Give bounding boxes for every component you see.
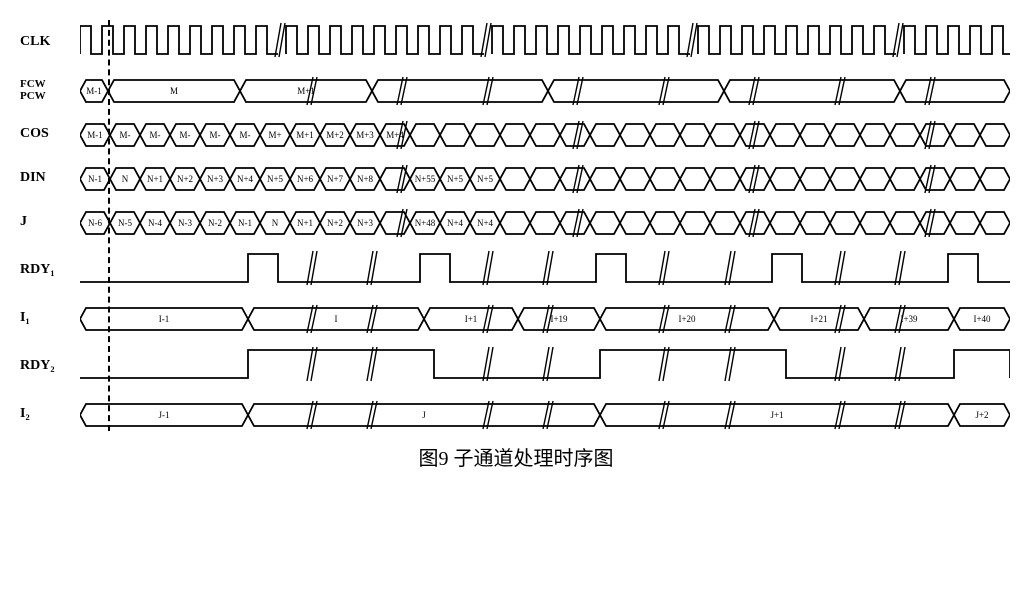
svg-text:I+21: I+21 [810,314,827,324]
row-clk: CLK [20,20,1012,64]
label-fcw: FCW PCW [20,78,80,102]
row-j: J N-6 N-5 N-4 N-3 N-2 N-1 N N+1 N+2 N+3 N+48 N+4 N+4 [20,204,1012,240]
svg-text:M-: M- [180,130,191,140]
svg-text:N-2: N-2 [208,218,222,228]
row-cos: COS M-1 M- M- M- M- M- M+ M+1 M+2 M+3 M+4 [20,116,1012,152]
svg-text:N+3: N+3 [207,174,224,184]
svg-text:N+4: N+4 [447,218,464,228]
svg-text:N+48: N+48 [415,218,436,228]
wave-j: N-6 N-5 N-4 N-3 N-2 N-1 N N+1 N+2 N+3 N+48 N+4 N+4 [80,204,1010,240]
svg-text:N+1: N+1 [147,174,163,184]
row-rdy2: RDY₂ [20,344,1012,388]
svg-text:M-: M- [120,130,131,140]
wave-rdy1 [80,248,1010,292]
label-rdy1: RDY₁ [20,262,80,278]
svg-text:N+2: N+2 [327,218,343,228]
row-i2: I₂ J-1 J J+1 J+2 [20,396,1012,432]
wave-din: N-1 N N+1 N+2 N+3 N+4 N+5 N+6 N+7 N+8 N+55 N+5 N+5 [80,160,1010,196]
label-rdy2: RDY₂ [20,358,80,374]
label-din: DIN [20,170,80,186]
svg-text:N-1: N-1 [88,174,102,184]
svg-text:I+40: I+40 [973,314,991,324]
svg-text:N+6: N+6 [297,174,314,184]
svg-text:J+1: J+1 [770,410,783,420]
svg-text:N+5: N+5 [447,174,464,184]
svg-text:N+1: N+1 [297,218,313,228]
wave-i2: J-1 J J+1 J+2 [80,396,1010,432]
svg-text:M-: M- [240,130,251,140]
wave-cos: M-1 M- M- M- M- M- M+ M+1 M+2 M+3 M+4 [80,116,1010,152]
svg-text:I: I [335,314,338,324]
label-cos: COS [20,126,80,142]
svg-text:N+5: N+5 [267,174,284,184]
svg-text:N+3: N+3 [357,218,374,228]
svg-text:N-4: N-4 [148,218,162,228]
svg-text:I+19: I+19 [550,314,568,324]
svg-text:M+3: M+3 [356,130,374,140]
svg-text:I-1: I-1 [159,314,170,324]
svg-text:J: J [422,410,426,420]
label-i1: I₁ [20,310,80,326]
wave-i1: I-1II+1I+19I+20I+21I+39I+40 [80,300,1010,336]
svg-text:N-6: N-6 [88,218,102,228]
svg-text:N+55: N+55 [415,174,436,184]
svg-text:M+1: M+1 [297,86,315,96]
svg-text:M-1: M-1 [86,86,102,96]
svg-text:N+7: N+7 [327,174,344,184]
svg-text:N-1: N-1 [238,218,252,228]
svg-text:N: N [122,174,129,184]
wave-clk [80,20,1010,64]
svg-text:M+: M+ [268,130,281,140]
caption: 图9 子通道处理时序图 [20,442,1012,471]
svg-text:N+5: N+5 [477,174,494,184]
wave-rdy2 [80,344,1010,388]
svg-text:N+8: N+8 [357,174,374,184]
svg-text:M-1: M-1 [87,130,103,140]
svg-text:M+4: M+4 [386,130,404,140]
svg-text:N+4: N+4 [237,174,254,184]
svg-text:N-3: N-3 [178,218,192,228]
svg-text:I+20: I+20 [678,314,696,324]
svg-text:N: N [272,218,279,228]
timing-diagram: CLK FCW PCW M-1MM+1 COS M-1M-M-M-M-M-M+M… [20,20,1012,471]
label-j: J [20,214,80,230]
label-i2: I₂ [20,406,80,422]
row-din: DIN N-1NN+1N+2N+3N+4N+5N+6N+7N+8N+55N+5N… [20,160,1012,196]
svg-text:M-: M- [150,130,161,140]
row-i1: I₁ I-1II+1I+19I+20I+21I+39I+40 [20,300,1012,336]
svg-text:J+2: J+2 [975,410,988,420]
row-fcw: FCW PCW M-1 M M+1 [20,72,1012,108]
svg-text:J-1: J-1 [159,410,170,420]
svg-text:M+1: M+1 [296,130,314,140]
row-rdy1: RDY₁ [20,248,1012,292]
svg-text:M+2: M+2 [326,130,344,140]
label-clk: CLK [20,34,80,50]
svg-text:N+4: N+4 [477,218,494,228]
svg-text:N+2: N+2 [177,174,193,184]
svg-text:N-5: N-5 [118,218,132,228]
svg-text:I+1: I+1 [465,314,478,324]
svg-text:M-: M- [210,130,221,140]
wave-fcw: M-1 M M+1 [80,72,1010,108]
svg-text:M: M [170,86,178,96]
